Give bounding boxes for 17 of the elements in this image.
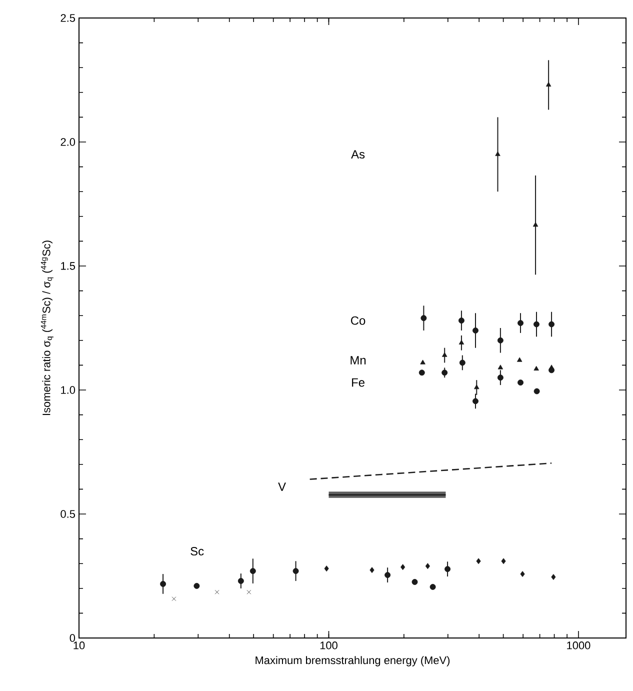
annotation: Fe — [352, 378, 364, 387]
annotation: Co — [351, 316, 366, 325]
annotation: Sc — [190, 546, 204, 556]
y-tick-label: 1.5 — [61, 262, 76, 270]
x-tick-label: 1000 — [567, 642, 590, 650]
x-axis-title: Maximum bremsstrahlung energy (MeV) — [256, 656, 450, 666]
x-tick-label: 100 — [320, 642, 338, 650]
annotation: V — [278, 482, 286, 491]
y-tick-label: 1.0 — [61, 386, 76, 394]
annotation: Mn — [350, 356, 366, 364]
y-tick-label: 0.5 — [60, 510, 76, 518]
x-tick-label: 10 — [74, 642, 85, 650]
y-tick-label: 2.5 — [60, 14, 76, 22]
annotation: As — [351, 150, 365, 159]
y-tick-label: 2.0 — [60, 138, 76, 146]
y-tick-label: 0 — [70, 634, 76, 642]
text: Isomeric ratio σ$_{q}$ ($^{44m}$Sc) / σ$_{q}$ ($^{44g}$Sc) — [40, 240, 54, 415]
